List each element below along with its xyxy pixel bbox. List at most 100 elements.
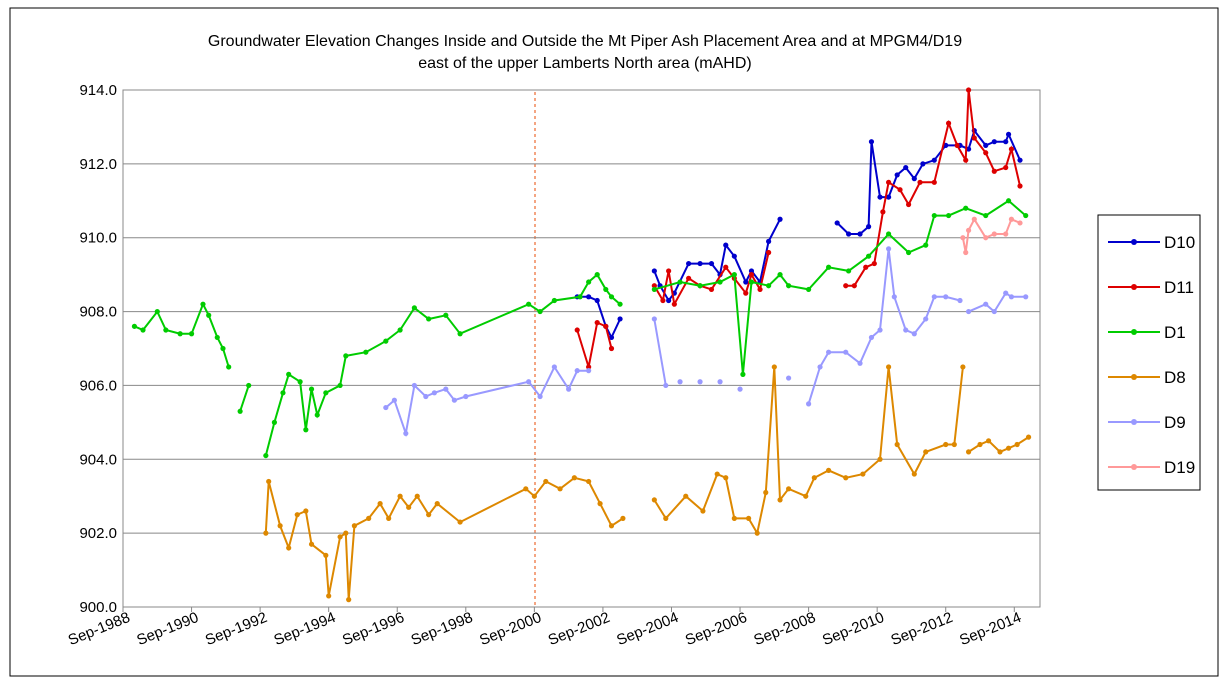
data-point <box>811 475 817 481</box>
data-point <box>905 249 912 256</box>
data-point <box>877 456 883 462</box>
data-point <box>557 486 563 492</box>
data-point <box>594 320 600 326</box>
data-point <box>983 150 989 156</box>
data-point <box>677 379 683 385</box>
data-point <box>597 501 603 507</box>
data-point <box>1003 290 1009 296</box>
data-point <box>931 179 937 185</box>
y-tick-label: 900.0 <box>79 599 117 616</box>
data-point <box>723 264 729 270</box>
data-point <box>314 412 320 418</box>
legend-label: D8 <box>1164 368 1186 387</box>
data-point <box>971 216 977 222</box>
data-point <box>1017 157 1023 163</box>
legend-marker <box>1131 464 1137 470</box>
data-point <box>363 349 369 355</box>
data-point <box>748 272 755 278</box>
data-point <box>323 552 329 558</box>
data-point <box>920 161 926 167</box>
data-point <box>1003 231 1009 237</box>
data-point <box>163 327 169 333</box>
data-point <box>991 168 997 174</box>
data-point <box>294 512 300 518</box>
data-point <box>1003 139 1009 145</box>
data-point <box>777 216 783 222</box>
legend-label: D11 <box>1164 278 1194 297</box>
data-point <box>386 515 392 521</box>
data-point <box>220 345 226 352</box>
data-point <box>303 508 309 514</box>
data-point <box>537 308 543 315</box>
data-point <box>803 493 809 499</box>
data-point <box>323 390 329 396</box>
data-point <box>651 268 657 274</box>
data-point <box>763 489 769 496</box>
data-point <box>731 272 737 278</box>
data-point <box>543 478 549 485</box>
y-tick-label: 904.0 <box>79 451 117 468</box>
data-point <box>140 327 146 333</box>
data-point <box>426 316 432 322</box>
legend <box>1097 214 1201 491</box>
data-point <box>817 364 823 370</box>
data-point <box>1014 441 1020 448</box>
data-point <box>983 235 989 241</box>
data-point <box>574 368 580 374</box>
data-point <box>786 283 792 289</box>
data-point <box>608 334 615 341</box>
data-point <box>1023 294 1029 300</box>
data-point <box>777 497 783 503</box>
data-point <box>1005 131 1012 137</box>
data-point <box>337 382 343 389</box>
data-point <box>617 316 623 322</box>
plot-frame <box>122 89 1041 608</box>
data-point <box>826 264 832 270</box>
data-point <box>651 286 657 293</box>
data-point <box>346 597 352 603</box>
data-point <box>786 375 792 381</box>
data-point <box>377 501 383 507</box>
data-point <box>843 283 849 289</box>
data-point <box>523 486 529 492</box>
data-point <box>686 275 692 281</box>
data-point <box>737 386 743 392</box>
data-point <box>786 486 792 492</box>
data-point <box>885 179 892 185</box>
data-point <box>1025 434 1032 440</box>
legend-label: D9 <box>1164 413 1186 432</box>
data-point <box>308 541 315 547</box>
data-point <box>1005 445 1012 451</box>
data-point <box>383 404 389 411</box>
y-tick-label: 914.0 <box>79 82 117 99</box>
data-point <box>663 515 669 521</box>
data-point <box>748 279 755 285</box>
data-point <box>771 364 777 370</box>
data-point <box>457 331 463 337</box>
data-point <box>846 268 852 274</box>
y-tick-label: 910.0 <box>79 230 117 247</box>
data-point <box>366 515 372 521</box>
data-point <box>308 386 315 392</box>
data-point <box>806 286 812 293</box>
data-point <box>846 231 852 237</box>
data-point <box>931 212 937 219</box>
data-point <box>286 371 292 377</box>
data-point <box>943 441 949 448</box>
data-point <box>885 246 892 252</box>
data-point <box>985 438 992 444</box>
data-point <box>263 530 269 536</box>
data-point <box>403 430 409 437</box>
data-point <box>351 523 357 529</box>
data-point <box>991 139 997 145</box>
data-point <box>965 449 972 455</box>
data-point <box>826 467 832 473</box>
data-point <box>743 290 749 296</box>
data-point <box>885 194 892 200</box>
legend-label: D19 <box>1164 458 1195 477</box>
data-point <box>586 478 592 485</box>
data-point <box>917 179 923 185</box>
data-point <box>757 286 763 293</box>
data-point <box>594 297 600 304</box>
data-point <box>531 493 537 499</box>
